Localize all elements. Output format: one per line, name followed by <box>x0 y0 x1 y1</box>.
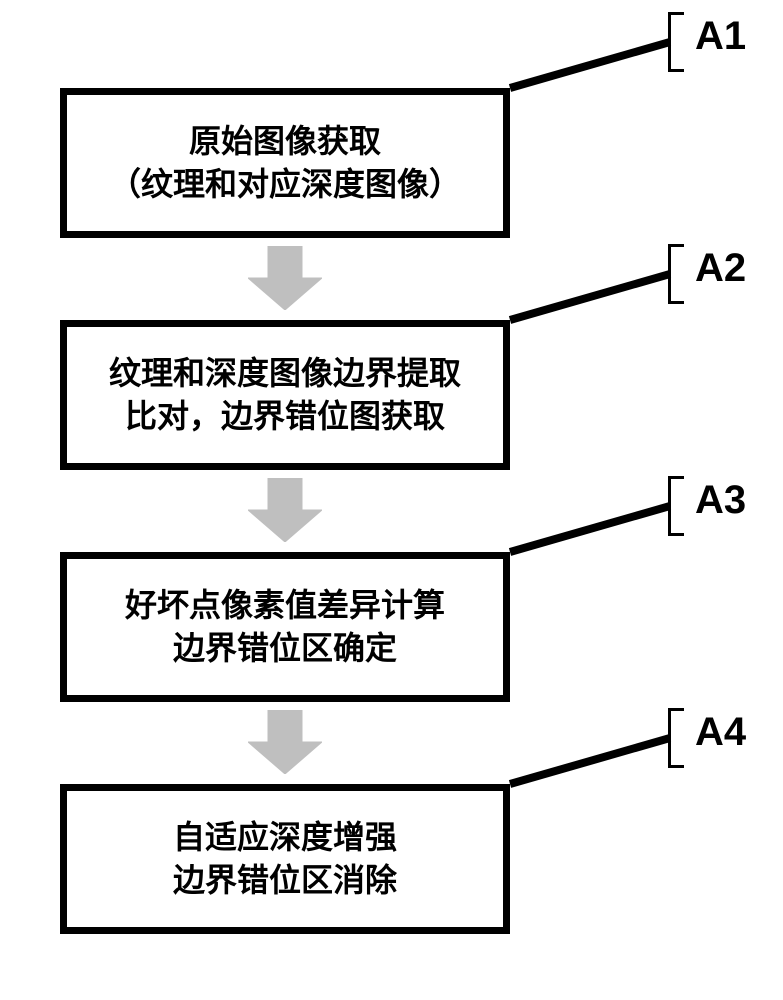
flowchart-diagram: 原始图像获取 （纹理和对应深度图像） A1 纹理和深度图像边界提取 比对，边界错… <box>0 0 783 1000</box>
leader-a4 <box>0 0 783 1000</box>
